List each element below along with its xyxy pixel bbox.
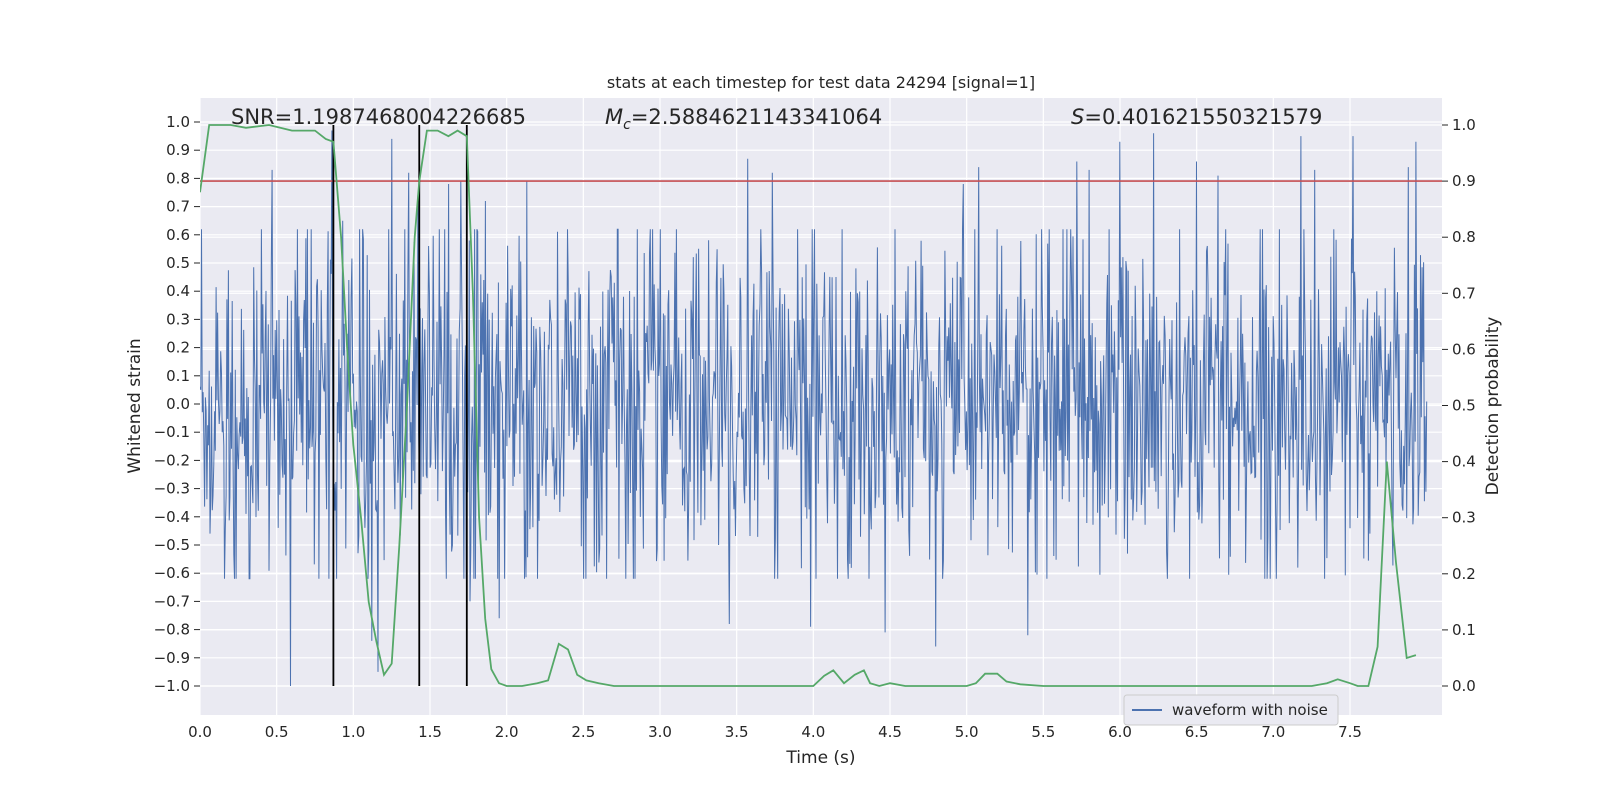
s-value: =0.401621550321579 [1084,105,1322,129]
y-left-tick-label: 0.7 [166,198,190,216]
chirp-mass-annotation: Mc=2.5884621143341064 [605,105,882,133]
y-left-tick-label: −0.6 [154,564,190,582]
y-right-tick-label: 0.0 [1452,677,1476,695]
y-left-tick-label: −0.7 [154,592,190,610]
x-tick-label: 5.0 [955,723,979,741]
chirp-mass-value: =2.5884621143341064 [631,105,882,129]
chirp-mass-symbol: M [605,105,623,129]
y-right-tick-label: 0.4 [1452,453,1476,471]
y-axis-label-left: Whitened strain [125,338,145,473]
y-right-tick-label: 1.0 [1452,116,1476,134]
x-tick-label: 6.0 [1108,723,1132,741]
y-left-tick-label: 0.4 [166,282,190,300]
x-tick-label: 3.5 [725,723,749,741]
y-left-tick-label: −0.9 [154,649,190,667]
y-right-tick-label: 0.2 [1452,565,1476,583]
y-left-tick-label: −0.2 [154,451,190,469]
legend: waveform with noise [1123,694,1339,726]
x-tick-label: 7.0 [1261,723,1285,741]
y-left-tick-label: 0.0 [166,395,190,413]
y-left-tick-label: 0.9 [166,141,190,159]
y-left-tick-label: 0.5 [166,254,190,272]
x-tick-label: 3.0 [648,723,672,741]
x-tick-label: 2.5 [571,723,595,741]
y-left-tick-label: 0.8 [166,169,190,187]
waveform-series [200,130,1428,687]
y-right-tick-label: 0.9 [1452,172,1476,190]
snr-annotation: SNR=1.1987468004226685 [231,105,526,129]
y-left-tick-label: −0.1 [154,423,190,441]
y-left-tick-label: 0.3 [166,310,190,328]
y-left-tick-label: −0.8 [154,621,190,639]
y-right-tick-label: 0.3 [1452,509,1476,527]
x-axis-label: Time (s) [785,748,855,768]
y-left-tick-label: 0.2 [166,339,190,357]
s-annotation: S=0.401621550321579 [1071,105,1322,129]
legend-label: waveform with noise [1172,701,1328,719]
x-tick-label: 0.5 [265,723,289,741]
y-left-tick-label: −0.3 [154,480,190,498]
vertical-lines [332,125,468,686]
x-tick-label: 2.0 [495,723,519,741]
s-symbol: S [1071,105,1084,129]
x-tick-label: 1.0 [341,723,365,741]
y-right-tick-label: 0.7 [1452,284,1476,302]
y-left-tick-label: 0.1 [166,367,190,385]
chirp-mass-subscript: c [623,117,631,133]
y-axis-label-right: Detection probability [1483,317,1503,496]
y-left-tick-label: −0.4 [154,508,190,526]
x-tick-label: 6.5 [1185,723,1209,741]
x-tick-label: 4.0 [801,723,825,741]
x-tick-label: 5.5 [1031,723,1055,741]
ticks: 0.0 0.5 1.0 1.5 2.0 2.5 3.0 3.5 4.0 4.5 5.0 5.5 6.0 6… [154,113,1476,741]
y-left-tick-label: 0.6 [166,226,190,244]
y-left-tick-label: 1.0 [166,113,190,131]
y-right-tick-label: 0.5 [1452,397,1476,415]
x-tick-label: 4.5 [878,723,902,741]
chart-title: stats at each timestep for test data 242… [607,73,1035,92]
y-right-tick-label: 0.8 [1452,228,1476,246]
x-tick-label: 0.0 [188,723,212,741]
legend-box [1123,694,1339,726]
x-tick-label: 1.5 [418,723,442,741]
detection-probability-series [200,124,1417,687]
x-tick-label: 7.5 [1338,723,1362,741]
y-left-tick-label: −0.5 [154,536,190,554]
y-right-tick-label: 0.1 [1452,621,1476,639]
y-right-tick-label: 0.6 [1452,340,1476,358]
y-left-tick-label: −1.0 [154,677,190,695]
